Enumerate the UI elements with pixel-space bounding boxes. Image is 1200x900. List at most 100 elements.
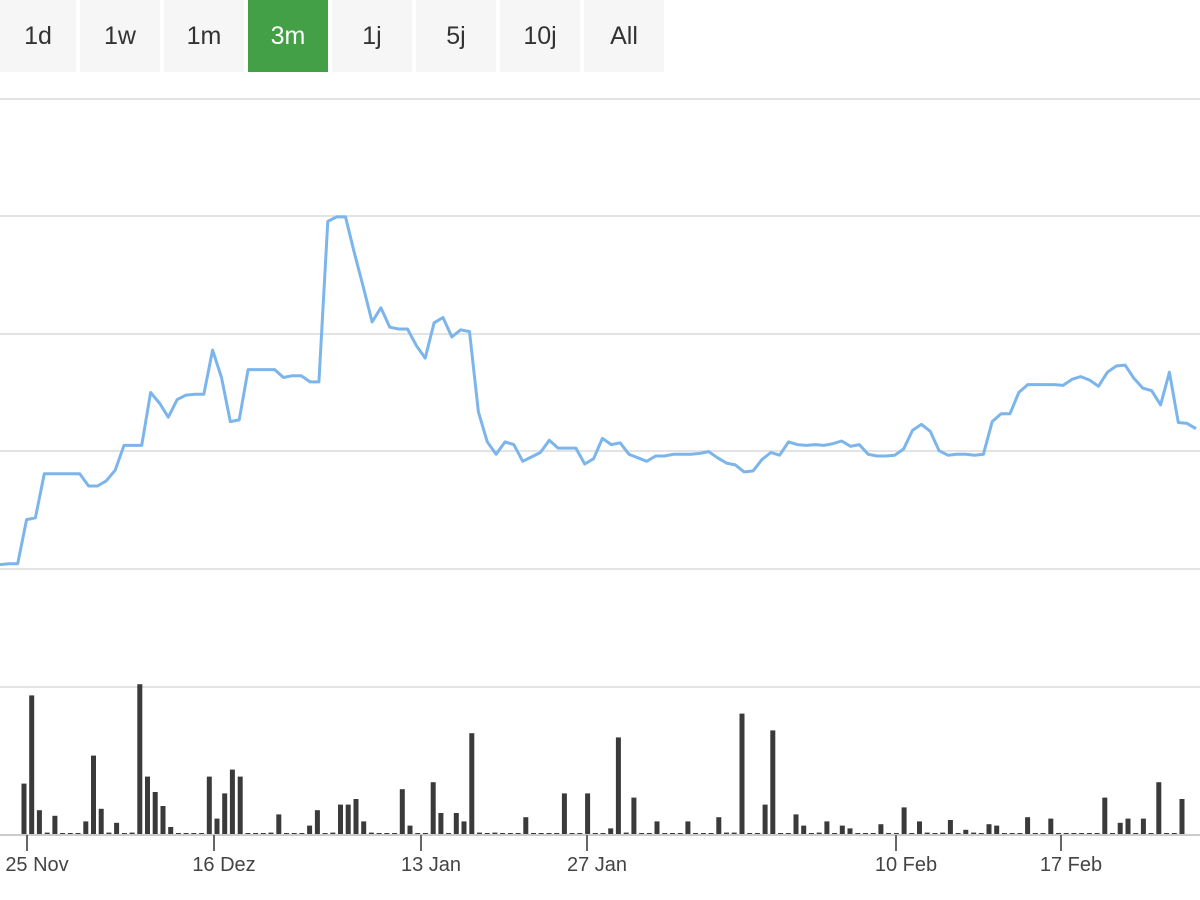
volume-bar: [1156, 782, 1162, 834]
volume-bar: [121, 833, 127, 834]
volume-bar: [345, 804, 351, 834]
volume-bar: [253, 833, 259, 834]
volume-bar: [1133, 833, 1139, 834]
volume-bar: [260, 833, 266, 834]
volume-bar: [183, 833, 189, 834]
volume-bar: [515, 833, 521, 834]
x-tick-label: 17 Feb: [1040, 854, 1102, 876]
volume-bar: [1179, 799, 1185, 834]
volume-bar: [392, 833, 398, 834]
volume-bar: [314, 810, 320, 834]
volume-bar: [924, 832, 930, 834]
volume-bar: [1148, 833, 1154, 834]
volume-bar: [67, 833, 73, 834]
range-button-1d[interactable]: 1d: [0, 0, 76, 72]
volume-bar: [963, 829, 969, 834]
volume-bar: [500, 833, 506, 834]
volume-bar: [330, 832, 336, 834]
range-button-1w[interactable]: 1w: [80, 0, 160, 72]
volume-bar: [600, 833, 606, 834]
price-line: [0, 215, 1197, 567]
volume-bar: [870, 833, 876, 834]
volume-bar: [538, 833, 544, 834]
volume-bar: [1017, 833, 1023, 834]
volume-bar: [137, 684, 143, 834]
volume-bar: [839, 825, 845, 834]
volume-bar: [793, 814, 799, 834]
range-button-1m[interactable]: 1m: [164, 0, 244, 72]
volume-bar: [531, 833, 536, 834]
volume-bar: [554, 833, 560, 834]
volume-bar: [731, 832, 737, 834]
volume-bar: [222, 793, 228, 834]
volume-bar: [291, 833, 297, 834]
volume-bar: [91, 755, 96, 834]
volume-bar: [322, 833, 328, 834]
volume-bar: [646, 833, 652, 834]
volume-bar: [561, 793, 567, 834]
volume-bar: [453, 813, 459, 834]
volume-bar: [21, 783, 27, 834]
grid-lines: [0, 98, 1200, 688]
volume-bar: [886, 833, 892, 834]
volume-bar: [175, 833, 181, 834]
range-button-10j[interactable]: 10j: [500, 0, 580, 72]
x-tick-label: 13 Jan: [401, 854, 461, 876]
x-tick-label: 16 Dez: [192, 854, 255, 876]
volume-bar: [307, 825, 313, 834]
volume-bar: [893, 833, 899, 834]
volume-bar: [415, 833, 421, 834]
volume-bar: [577, 833, 583, 834]
volume-bar: [44, 832, 50, 834]
range-button-3m[interactable]: 3m: [248, 0, 328, 72]
volume-series: [21, 684, 1185, 834]
volume-bar: [60, 833, 66, 834]
volume-bar: [338, 804, 343, 834]
volume-bar: [1040, 833, 1046, 834]
volume-bar: [592, 833, 598, 834]
x-tick-label: 10 Feb: [875, 854, 937, 876]
volume-bar: [36, 810, 42, 834]
volume-bar: [1110, 833, 1115, 834]
volume-bar: [199, 833, 205, 834]
x-tick-label: 25 Nov: [5, 854, 68, 876]
volume-bar: [52, 815, 58, 834]
volume-bar: [1079, 833, 1085, 834]
volume-bar: [422, 833, 428, 834]
volume-bar: [739, 713, 745, 834]
range-selector: 1d 1w 1m 3m 1j 5j 10j All: [0, 0, 668, 72]
volume-bar: [832, 833, 838, 834]
volume-bar: [191, 833, 197, 834]
volume-bar: [585, 793, 591, 834]
volume-bar: [29, 695, 35, 834]
volume-bar: [808, 833, 814, 834]
range-button-all[interactable]: All: [584, 0, 664, 72]
volume-bar: [477, 832, 482, 834]
volume-bar: [446, 833, 452, 834]
volume-bar: [608, 828, 614, 834]
volume-bar: [245, 833, 251, 834]
volume-bar: [461, 821, 467, 834]
volume-bar: [145, 776, 150, 834]
volume-bar: [399, 789, 405, 834]
volume-bar: [917, 821, 922, 834]
volume-bar: [971, 832, 977, 834]
volume-bar: [1094, 833, 1100, 834]
volume-bar: [947, 820, 953, 834]
volume-bar: [955, 833, 961, 834]
volume-bar: [492, 832, 498, 834]
volume-bar: [847, 828, 853, 834]
volume-bar: [762, 804, 768, 834]
volume-bar: [662, 833, 668, 834]
x-tick-label: 27 Jan: [567, 854, 627, 876]
volume-bar: [353, 799, 359, 834]
volume-bar: [361, 821, 367, 834]
volume-bar: [932, 833, 938, 834]
volume-bar: [994, 825, 1000, 834]
x-axis: 25 Nov 16 Dez 13 Jan 27 Jan 10 Feb 17 Feb: [0, 834, 1200, 876]
volume-bar: [677, 833, 683, 834]
range-button-5j[interactable]: 5j: [416, 0, 496, 72]
volume-bar: [1009, 833, 1015, 834]
range-button-1j[interactable]: 1j: [332, 0, 412, 72]
